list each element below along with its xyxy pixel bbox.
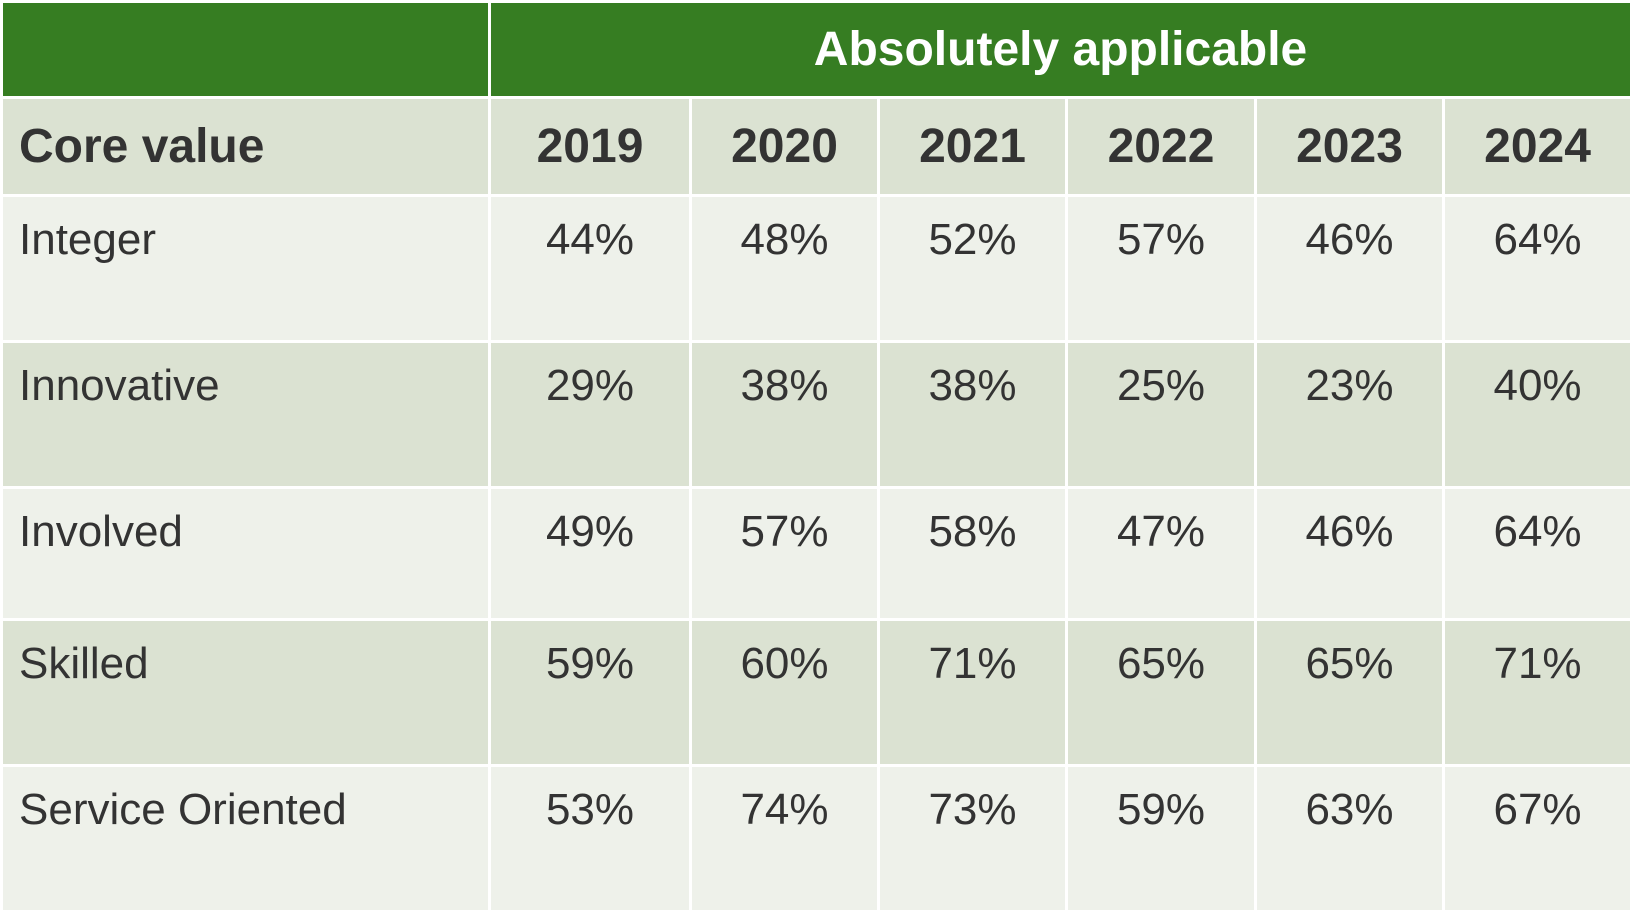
table-cell: 47% [1067,488,1256,620]
group-header: Absolutely applicable [490,2,1630,98]
table-cell: 38% [691,342,879,488]
table-cell: 23% [1256,342,1444,488]
table-cell: 59% [1067,766,1256,912]
table-cell: 59% [490,620,691,766]
group-header-row: Absolutely applicable [2,2,1630,98]
table-cell: 40% [1444,342,1630,488]
table-cell: 73% [879,766,1067,912]
row-label: Innovative [2,342,490,488]
column-header-row: Core value 2019 2020 2021 2022 2023 2024 [2,98,1630,196]
table-row: Innovative 29% 38% 38% 25% 23% 40% [2,342,1630,488]
column-header: 2021 [879,98,1067,196]
table-cell: 38% [879,342,1067,488]
table-cell: 60% [691,620,879,766]
table-cell: 44% [490,196,691,342]
table-cell: 74% [691,766,879,912]
table-cell: 46% [1256,196,1444,342]
table-cell: 65% [1256,620,1444,766]
table-row: Integer 44% 48% 52% 57% 46% 64% [2,196,1630,342]
row-header-label: Core value [2,98,490,196]
row-label: Service Oriented [2,766,490,912]
column-header: 2019 [490,98,691,196]
table-cell: 71% [1444,620,1630,766]
group-header-blank [2,2,490,98]
row-label: Integer [2,196,490,342]
table-cell: 53% [490,766,691,912]
table-row: Skilled 59% 60% 71% 65% 65% 71% [2,620,1630,766]
table-cell: 46% [1256,488,1444,620]
table-cell: 67% [1444,766,1630,912]
table-cell: 57% [1067,196,1256,342]
table-cell: 57% [691,488,879,620]
column-header: 2023 [1256,98,1444,196]
table-cell: 58% [879,488,1067,620]
column-header: 2020 [691,98,879,196]
row-label: Involved [2,488,490,620]
table-cell: 52% [879,196,1067,342]
row-label: Skilled [2,620,490,766]
table-cell: 25% [1067,342,1256,488]
table-cell: 64% [1444,488,1630,620]
table-cell: 29% [490,342,691,488]
table-cell: 65% [1067,620,1256,766]
column-header: 2024 [1444,98,1630,196]
table-row: Involved 49% 57% 58% 47% 46% 64% [2,488,1630,620]
table-cell: 64% [1444,196,1630,342]
table-cell: 63% [1256,766,1444,912]
table-cell: 71% [879,620,1067,766]
table-cell: 48% [691,196,879,342]
table-row: Service Oriented 53% 74% 73% 59% 63% 67% [2,766,1630,912]
table-cell: 49% [490,488,691,620]
column-header: 2022 [1067,98,1256,196]
